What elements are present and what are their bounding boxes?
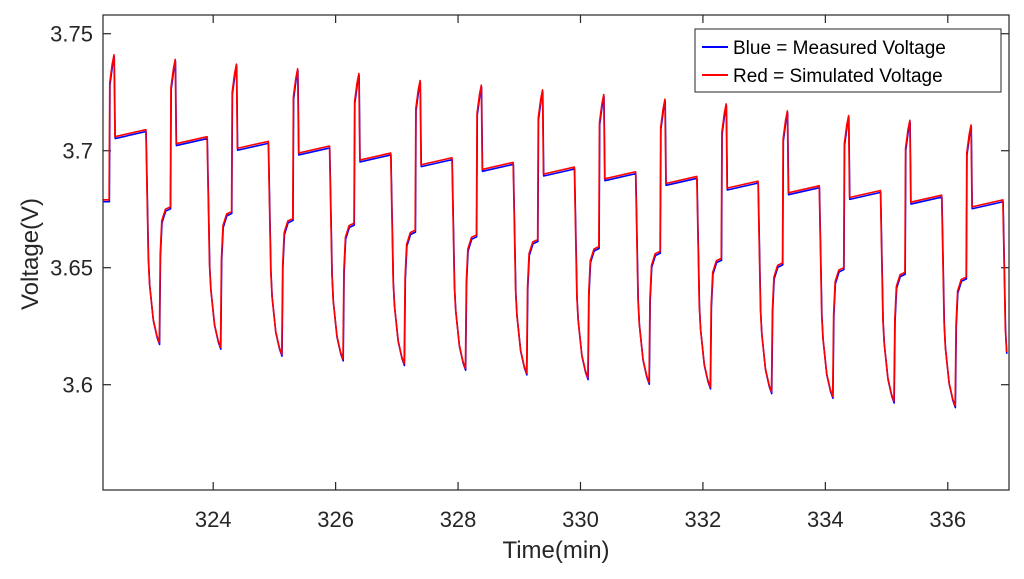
legend: Blue = Measured Voltage Red = Simulated … (694, 28, 1002, 93)
x-tick-label: 330 (562, 507, 599, 532)
series-layer (103, 53, 1008, 409)
y-tick-label: 3.75 (50, 22, 93, 47)
y-tick-label: 3.6 (62, 373, 93, 398)
plot-area-frame (102, 14, 1010, 491)
y-tick-label: 3.65 (50, 256, 93, 281)
x-tick-label: 326 (317, 507, 354, 532)
legend-label-simulated: Red = Simulated Voltage (733, 66, 943, 87)
x-axis-label: Time(min) (502, 537, 609, 564)
y-tick-label: 3.7 (62, 139, 93, 164)
x-tick-label: 324 (195, 507, 232, 532)
x-axis-ticks: 324 326 328 330 332 334 336 (195, 15, 966, 532)
y-axis-ticks: 3.6 3.65 3.7 3.75 (50, 22, 1009, 398)
x-tick-label: 328 (440, 507, 477, 532)
x-tick-label: 334 (807, 507, 844, 532)
series-line-simulated (103, 53, 1008, 407)
y-axis-label: Voltage(V) (17, 198, 44, 310)
legend-label-measured: Blue = Measured Voltage (733, 38, 946, 59)
x-tick-label: 336 (929, 507, 966, 532)
legend-box (694, 28, 1002, 93)
series-line-measured (103, 55, 1008, 409)
x-tick-label: 332 (685, 507, 722, 532)
